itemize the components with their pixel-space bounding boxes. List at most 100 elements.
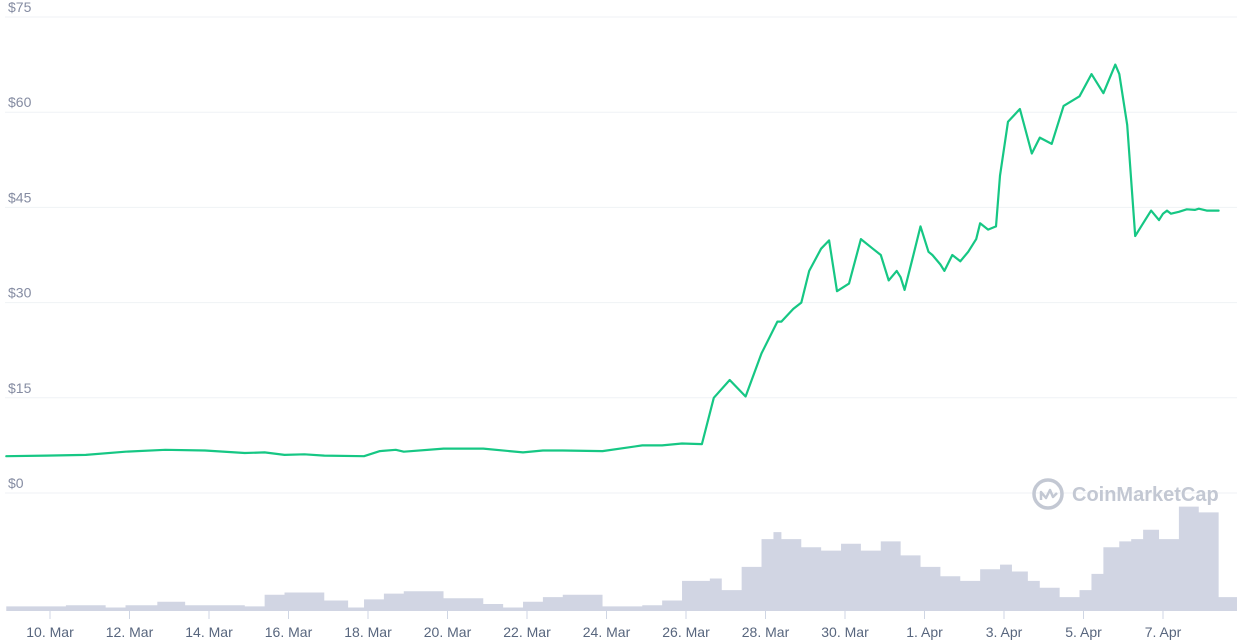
price-point <box>402 450 405 453</box>
price-point <box>1170 212 1172 215</box>
price-point <box>927 251 930 253</box>
y-tick-label: $75 <box>8 0 32 15</box>
y-tick-label: $60 <box>8 94 32 110</box>
price-point <box>848 282 850 285</box>
price-point <box>919 225 922 228</box>
volume-area <box>6 506 1237 611</box>
price-point <box>84 454 87 456</box>
price-point <box>931 254 934 256</box>
y-tick-label: $0 <box>8 475 24 491</box>
price-point <box>661 444 663 447</box>
price-point <box>939 263 942 266</box>
price-point <box>5 455 8 457</box>
price-point <box>442 447 445 450</box>
price-point <box>1038 136 1041 139</box>
price-point <box>951 254 954 256</box>
price-point <box>836 290 838 292</box>
price-point <box>323 454 326 457</box>
x-tick-label: 28. Mar <box>742 624 790 640</box>
price-point <box>303 453 306 456</box>
price-point <box>879 254 882 256</box>
price-point <box>713 397 715 399</box>
price-point <box>1118 73 1121 75</box>
price-point <box>943 270 946 272</box>
price-point <box>899 276 902 279</box>
price-point <box>482 447 485 450</box>
x-tick-label: 18. Mar <box>344 624 392 640</box>
x-tick-label: 1. Apr <box>906 624 943 640</box>
price-point <box>641 444 644 447</box>
price-point <box>204 449 206 452</box>
price-point <box>1102 92 1105 94</box>
x-tick-label: 5. Apr <box>1065 624 1102 640</box>
price-point <box>760 352 763 355</box>
price-point <box>911 257 914 259</box>
price-point <box>820 247 822 250</box>
price-point <box>1062 105 1065 107</box>
price-point <box>744 395 747 398</box>
x-tick-label: 24. Mar <box>583 624 631 640</box>
price-point <box>995 225 997 228</box>
price-point <box>1150 209 1152 212</box>
price-point <box>1050 143 1053 145</box>
volume-bars <box>6 506 1237 611</box>
x-tick-label: 16. Mar <box>265 624 313 640</box>
price-point <box>792 308 795 310</box>
x-tick-label: 10. Mar <box>26 624 74 640</box>
x-axis: 10. Mar 12. Mar 14. Mar 16. Mar 18. Mar 20. M… <box>26 611 1182 640</box>
price-point <box>561 449 564 452</box>
price-point <box>903 289 906 291</box>
price-point <box>1197 207 1200 210</box>
price-point <box>1205 209 1208 212</box>
grid-lines <box>5 16 1237 494</box>
price-point <box>1090 73 1093 75</box>
price-point <box>1158 219 1160 221</box>
y-tick-label: $30 <box>8 285 32 301</box>
price-point <box>379 450 381 452</box>
price-point <box>1178 211 1180 213</box>
coinmarketcap-logo-icon <box>1032 478 1064 510</box>
price-point <box>1007 120 1009 123</box>
price-point <box>681 442 683 445</box>
price-point <box>395 449 397 451</box>
price-point <box>967 251 970 253</box>
y-tick-label: $45 <box>8 189 32 205</box>
price-point <box>887 279 890 282</box>
price-point <box>895 270 898 272</box>
price-point <box>979 222 981 225</box>
price-point <box>542 449 544 452</box>
y-tick-label: $15 <box>8 380 32 396</box>
x-tick-label: 3. Apr <box>986 624 1023 640</box>
y-axis: $0 $15 $30 $45 $60 $75 <box>8 0 32 491</box>
price-point <box>959 260 962 263</box>
price-point <box>263 451 266 454</box>
price-point <box>1126 124 1129 126</box>
price-point <box>45 454 47 457</box>
x-tick-label: 26. Mar <box>662 624 710 640</box>
price-point <box>828 239 830 242</box>
price-point <box>999 174 1001 177</box>
price-point <box>1162 212 1164 215</box>
price-point <box>872 247 874 250</box>
price-point <box>1114 63 1117 66</box>
price-point <box>987 228 989 231</box>
price-point <box>776 320 779 323</box>
price-point <box>124 450 127 453</box>
price-point <box>728 379 731 381</box>
x-tick-label: 22. Mar <box>503 624 551 640</box>
price-point <box>243 452 246 454</box>
x-tick-label: 7. Apr <box>1145 624 1182 640</box>
x-tick-label: 14. Mar <box>185 624 233 640</box>
price-point <box>808 270 811 272</box>
price-point <box>701 443 703 445</box>
price-point <box>1031 152 1033 155</box>
price-point <box>860 238 862 240</box>
price-point <box>1217 209 1220 212</box>
price-point <box>1019 108 1021 110</box>
watermark-text: CoinMarketCap <box>1072 484 1219 506</box>
price-point <box>283 454 286 456</box>
price-point <box>800 301 803 304</box>
x-tick-label: 12. Mar <box>106 624 154 640</box>
x-tick-label: 20. Mar <box>424 624 472 640</box>
